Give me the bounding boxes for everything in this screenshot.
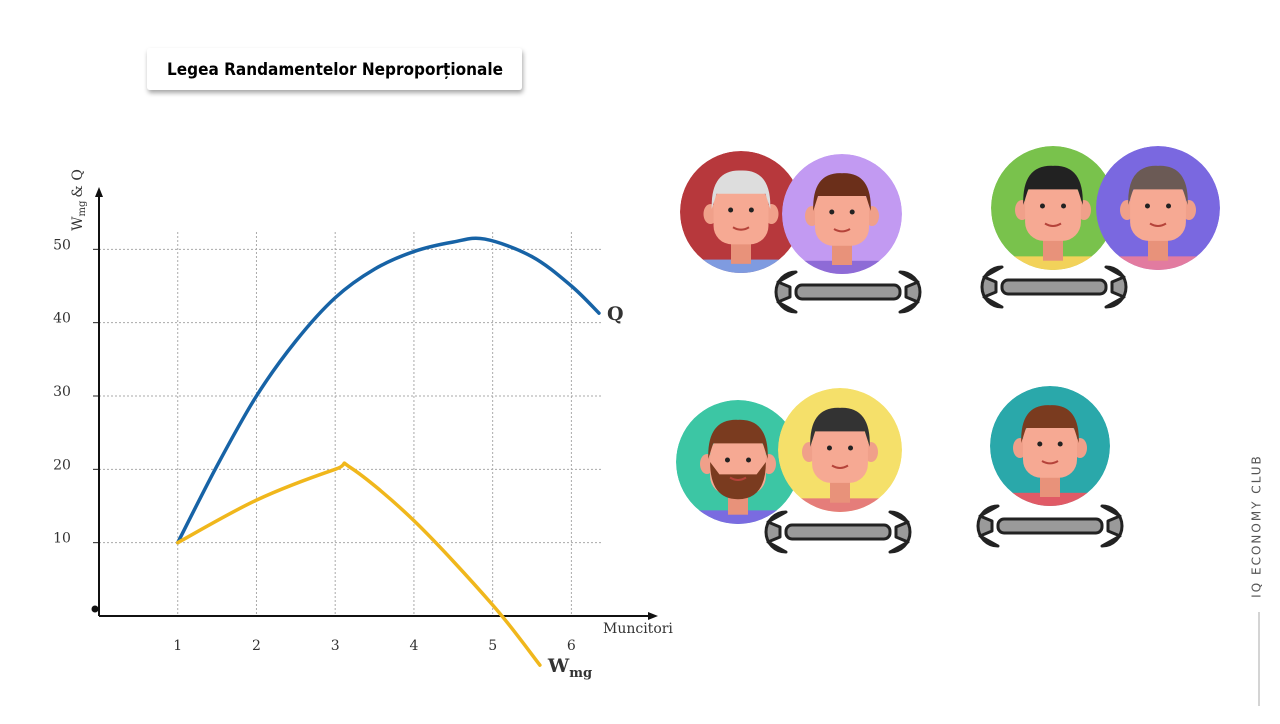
wrench-handle — [996, 517, 1104, 535]
avatar-inner — [676, 400, 800, 524]
avatar-inner — [991, 146, 1115, 270]
x-tick-label: 5 — [488, 638, 497, 654]
eye — [1166, 203, 1172, 209]
face — [1023, 420, 1077, 478]
wrench — [976, 504, 1124, 548]
wrench-jaw — [980, 265, 1004, 309]
axis-arrow — [95, 187, 658, 620]
mouth — [831, 464, 849, 469]
neck — [832, 241, 852, 265]
wrench-jaw — [774, 270, 798, 314]
face — [812, 423, 868, 483]
series-line — [175, 461, 542, 667]
eye — [746, 457, 752, 463]
mouth — [1041, 460, 1059, 465]
hair — [711, 170, 771, 209]
hair — [1023, 165, 1083, 205]
neck — [731, 239, 751, 264]
eye — [724, 457, 730, 463]
label-part: & Q — [70, 169, 86, 197]
shirt — [676, 510, 800, 524]
wrench-jaw — [764, 510, 788, 554]
y-tick-label: 10 — [53, 531, 71, 547]
wrench — [774, 270, 922, 314]
brand: IQ ECONOMY CLUB — [1250, 454, 1264, 598]
face — [713, 186, 769, 245]
hair — [1021, 405, 1079, 443]
label-part: Q — [607, 303, 624, 325]
eye — [848, 445, 854, 451]
mouth — [729, 476, 747, 481]
eye — [829, 209, 835, 215]
wrench — [980, 265, 1128, 309]
label-part: W — [547, 655, 570, 677]
x-axis-label: Muncitori — [603, 621, 673, 637]
eye — [1061, 203, 1067, 209]
eye — [748, 207, 754, 213]
eye — [1144, 203, 1150, 209]
illustrations — [676, 146, 1220, 554]
origin-dot — [91, 605, 99, 613]
x-tick-label: 3 — [331, 638, 340, 654]
hair — [813, 173, 871, 211]
label-part: mg — [569, 666, 592, 681]
mouth — [732, 226, 750, 231]
label-part: W — [70, 216, 86, 231]
y-tick-label: 40 — [53, 311, 71, 327]
hair — [708, 419, 768, 459]
eye — [1037, 441, 1043, 447]
series-label: Q — [607, 303, 624, 325]
y-axis-label: Wmg & Q — [70, 169, 88, 231]
wrench — [764, 510, 912, 554]
eye — [728, 207, 734, 213]
wrench-jaw — [888, 510, 912, 554]
face — [815, 188, 869, 246]
eye — [826, 445, 832, 451]
series-line — [175, 236, 601, 545]
face — [1025, 181, 1081, 241]
hair — [810, 407, 870, 447]
chart: 1 2 3 4 5 6 10 20 30 40 50 Muncitori Wmg & Q Q Wmg — [53, 169, 673, 680]
neck — [1040, 473, 1060, 497]
face — [1130, 181, 1186, 241]
wrench-jaw — [1100, 504, 1124, 548]
y-tick-label: 30 — [53, 384, 71, 400]
eye — [1057, 441, 1063, 447]
y-tick-label: 50 — [53, 237, 71, 253]
wrench-jaw — [1104, 265, 1128, 309]
wrench-handle — [784, 523, 892, 541]
title-box — [147, 48, 522, 90]
x-tick-label: 6 — [567, 638, 576, 654]
wrench-jaw — [976, 504, 1000, 548]
wrench-handle — [794, 283, 902, 301]
wrench-jaw — [898, 270, 922, 314]
mouth — [833, 228, 851, 233]
hair — [1128, 165, 1188, 205]
x-tick-label: 2 — [252, 638, 261, 654]
eye — [849, 209, 855, 215]
label-part: mg — [77, 200, 88, 216]
mouth — [1149, 222, 1167, 227]
x-tick-label: 1 — [173, 638, 182, 654]
wrench-handle — [1000, 278, 1108, 296]
axes — [98, 191, 654, 617]
mouth — [1044, 222, 1062, 227]
eye — [1039, 203, 1045, 209]
x-tick-label: 4 — [409, 638, 418, 654]
neck — [830, 477, 850, 503]
neck — [1148, 235, 1168, 261]
series-label: Wmg — [547, 655, 592, 681]
avatar — [676, 400, 800, 524]
title: Legea Randamentelor Neproporționale — [167, 60, 503, 80]
y-tick-label: 20 — [53, 457, 71, 473]
neck — [1043, 235, 1063, 261]
avatar — [991, 146, 1115, 270]
